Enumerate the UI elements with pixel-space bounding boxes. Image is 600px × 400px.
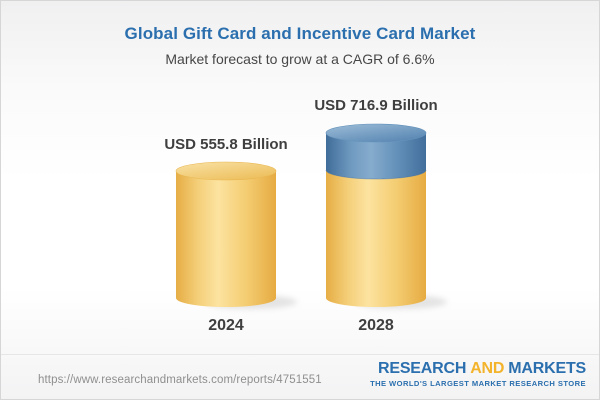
bar-2028-year-label: 2028 xyxy=(358,317,394,334)
chart-subtitle: Market forecast to grow at a CAGR of 6.6… xyxy=(165,51,435,67)
bar-2028-growth-segment xyxy=(326,133,426,179)
report-url: https://www.researchandmarkets.com/repor… xyxy=(38,374,322,386)
logo-wordmark: RESEARCH AND MARKETS xyxy=(378,360,586,378)
bar-2024-cylinder xyxy=(175,161,277,307)
bar-2028-value-label: USD 716.9 Billion xyxy=(314,97,438,114)
footer-divider xyxy=(1,354,599,355)
chart-title: Global Gift Card and Incentive Card Mark… xyxy=(124,24,476,43)
bar-2024-year-label: 2024 xyxy=(208,317,244,334)
bar-2028-cylinder xyxy=(325,123,427,307)
logo-tagline: THE WORLD'S LARGEST MARKET RESEARCH STOR… xyxy=(370,379,586,389)
logo-word-and: AND xyxy=(470,360,505,377)
logo-word-research: RESEARCH xyxy=(378,360,467,377)
research-and-markets-logo: RESEARCH AND MARKETS THE WORLD'S LARGEST M… xyxy=(370,360,586,388)
logo-word-markets: MARKETS xyxy=(508,360,586,377)
bar-2024-value-label: USD 555.8 Billion xyxy=(164,136,288,153)
